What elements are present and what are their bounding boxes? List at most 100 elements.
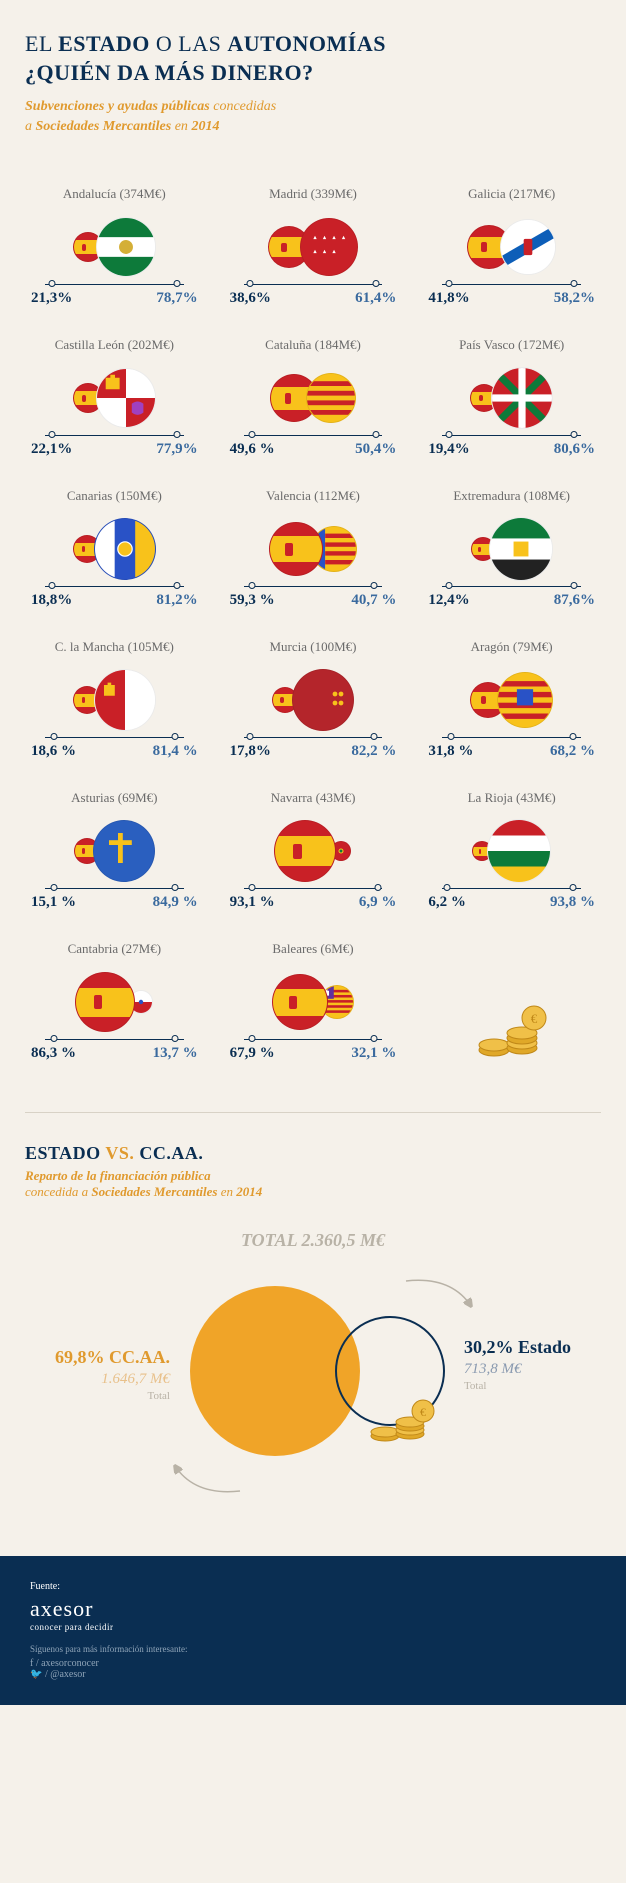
region-card: Castilla León (202M€) 22,1% 77,9%	[25, 337, 204, 458]
ccaa-label: 69,8% CC.AA. 1.646,7 M€ Total	[55, 1346, 170, 1403]
ccaa-pct: 81,2%	[156, 592, 197, 609]
flags-wrap	[224, 212, 403, 282]
estado-total: Total	[464, 1379, 571, 1393]
flags-wrap	[25, 363, 204, 433]
region-card: Cataluña (184M€) 49,6 % 50,4%	[224, 337, 403, 458]
twitter-icon: 🐦	[30, 1669, 45, 1680]
region-name: Canarias (150M€)	[25, 488, 204, 504]
region-card: Asturias (69M€) 15,1 % 84,9 %	[25, 790, 204, 911]
region-flag-icon	[487, 819, 551, 883]
region-card: Murcia (100M€) 17,8% 82,2 %	[224, 639, 403, 760]
region-card: Cantabria (27M€) 86,3 % 13,7 %	[25, 941, 204, 1062]
footer: Fuente: axesor conocer para decidir Sígu…	[0, 1556, 626, 1705]
region-card: Galicia (217M€) 41,8% 58,2%	[422, 186, 601, 307]
region-flag-icon	[94, 669, 156, 731]
ccaa-pct: 80,6%	[554, 441, 595, 458]
ccaa-pct: 6,9 %	[359, 894, 397, 911]
ccaa-pct: 40,7 %	[351, 592, 396, 609]
percents-row: 18,8% 81,2%	[25, 592, 204, 609]
region-flag-icon	[300, 218, 358, 276]
ccaa-total: Total	[55, 1389, 170, 1403]
estado-pct: 22,1%	[31, 441, 72, 458]
percents-row: 19,4% 80,6%	[422, 441, 601, 458]
estado-label: 30,2% Estado 713,8 M€ Total	[464, 1336, 571, 1393]
percents-row: 22,1% 77,9%	[25, 441, 204, 458]
title-text: ESTADO	[25, 1143, 101, 1163]
region-name: Galicia (217M€)	[422, 186, 601, 202]
flags-wrap	[25, 514, 204, 584]
region-flag-icon	[489, 517, 553, 581]
footer-follow: Síguenos para más información interesant…	[30, 1644, 596, 1654]
subtitle: Subvenciones y ayudas públicas concedida…	[25, 97, 601, 136]
footer-social: f / axesorconocer 🐦 / @axesor	[30, 1658, 596, 1680]
estado-pct: 19,4%	[428, 441, 469, 458]
arrow-icon	[401, 1276, 481, 1316]
main-title: EL ESTADO O LAS AUTONOMÍAS ¿QUIÉN DA MÁS…	[25, 30, 601, 87]
subtitle-text: 2014	[236, 1184, 262, 1199]
region-card: Andalucía (374M€) 21,3% 78,7%	[25, 186, 204, 307]
ccaa-pct: 32,1 %	[351, 1045, 396, 1062]
region-name: Valencia (112M€)	[224, 488, 403, 504]
svg-text:€: €	[420, 1405, 426, 1419]
subtitle-text: 2014	[191, 119, 219, 134]
percents-row: 17,8% 82,2 %	[224, 743, 403, 760]
estado-pct: 17,8%	[230, 743, 271, 760]
region-card: La Rioja (43M€) 6,2 % 93,8 %	[422, 790, 601, 911]
region-card: País Vasco (172M€) 19,4% 80,6%	[422, 337, 601, 458]
estado-pct: 67,9 %	[230, 1045, 275, 1062]
flags-wrap	[224, 967, 403, 1037]
estado-amount: 713,8 M€	[464, 1360, 571, 1380]
subtitle-text: en	[171, 119, 191, 134]
spain-flag-icon	[272, 974, 328, 1030]
estado-pct: 86,3 %	[31, 1045, 76, 1062]
infographic-container: EL ESTADO O LAS AUTONOMÍAS ¿QUIÉN DA MÁS…	[0, 0, 626, 1705]
region-name: Aragón (79M€)	[422, 639, 601, 655]
region-card: Navarra (43M€) 93,1 % 6,9 %	[224, 790, 403, 911]
percents-row: 41,8% 58,2%	[422, 290, 601, 307]
subtitle-text: a	[25, 119, 36, 134]
flags-wrap	[422, 665, 601, 735]
estado-pct: 15,1 %	[31, 894, 76, 911]
ccaa-pct: 68,2 %	[550, 743, 595, 760]
region-flag-icon	[306, 373, 356, 423]
estado-pct: 93,1 %	[230, 894, 275, 911]
ccaa-pct: 81,4 %	[153, 743, 198, 760]
coins-icon: €	[472, 1002, 552, 1062]
region-name: Castilla León (202M€)	[25, 337, 204, 353]
region-card: Madrid (339M€) 38,6% 61,4%	[224, 186, 403, 307]
estado-pct: 6,2 %	[428, 894, 466, 911]
estado-pct: 12,4%	[428, 592, 469, 609]
region-card: Valencia (112M€) 59,3 % 40,7 %	[224, 488, 403, 609]
region-flag-icon	[96, 368, 156, 428]
estado-pct: 30,2% Estado	[464, 1336, 571, 1359]
flags-wrap	[422, 212, 601, 282]
title-text: EL	[25, 31, 58, 56]
ccaa-pct: 82,2 %	[351, 743, 396, 760]
ccaa-pct: 50,4%	[355, 441, 396, 458]
ccaa-pct: 78,7%	[156, 290, 197, 307]
regions-grid: Andalucía (374M€) 21,3% 78,7% Madrid (33…	[25, 186, 601, 1062]
region-name: La Rioja (43M€)	[422, 790, 601, 806]
percents-row: 49,6 % 50,4%	[224, 441, 403, 458]
coins-icon: €	[365, 1396, 435, 1446]
percents-row: 31,8 % 68,2 %	[422, 743, 601, 760]
region-name: Extremadura (108M€)	[422, 488, 601, 504]
flags-wrap	[422, 816, 601, 886]
subtitle-text: Sociedades Mercantiles	[91, 1184, 217, 1199]
estado-pct: 59,3 %	[230, 592, 275, 609]
subtitle-text: Reparto de la financiación pública	[25, 1168, 211, 1183]
spain-flag-icon	[75, 972, 135, 1032]
percents-row: 93,1 % 6,9 %	[224, 894, 403, 911]
flags-wrap	[224, 665, 403, 735]
ccaa-pct: 61,4%	[355, 290, 396, 307]
ccaa-amount: 1.646,7 M€	[55, 1370, 170, 1390]
region-flag-icon	[500, 219, 556, 275]
svg-text:€: €	[530, 1011, 537, 1026]
coins-decoration: €	[422, 941, 601, 1062]
region-card: Extremadura (108M€) 12,4% 87,6%	[422, 488, 601, 609]
ccaa-pct: 58,2%	[554, 290, 595, 307]
estado-pct: 38,6%	[230, 290, 271, 307]
ccaa-pct: 93,8 %	[550, 894, 595, 911]
footer-fuente: Fuente:	[30, 1581, 596, 1592]
percents-row: 86,3 % 13,7 %	[25, 1045, 204, 1062]
